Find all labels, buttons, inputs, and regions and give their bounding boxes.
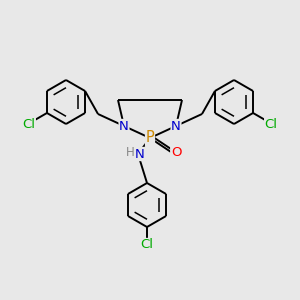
Text: N: N xyxy=(171,119,181,133)
Text: Cl: Cl xyxy=(265,118,278,130)
Text: H: H xyxy=(126,146,134,160)
Text: N: N xyxy=(135,148,145,160)
Text: Cl: Cl xyxy=(140,238,154,251)
Text: O: O xyxy=(171,146,181,158)
Text: N: N xyxy=(119,119,129,133)
Text: Cl: Cl xyxy=(22,118,35,130)
Text: P: P xyxy=(146,130,154,146)
